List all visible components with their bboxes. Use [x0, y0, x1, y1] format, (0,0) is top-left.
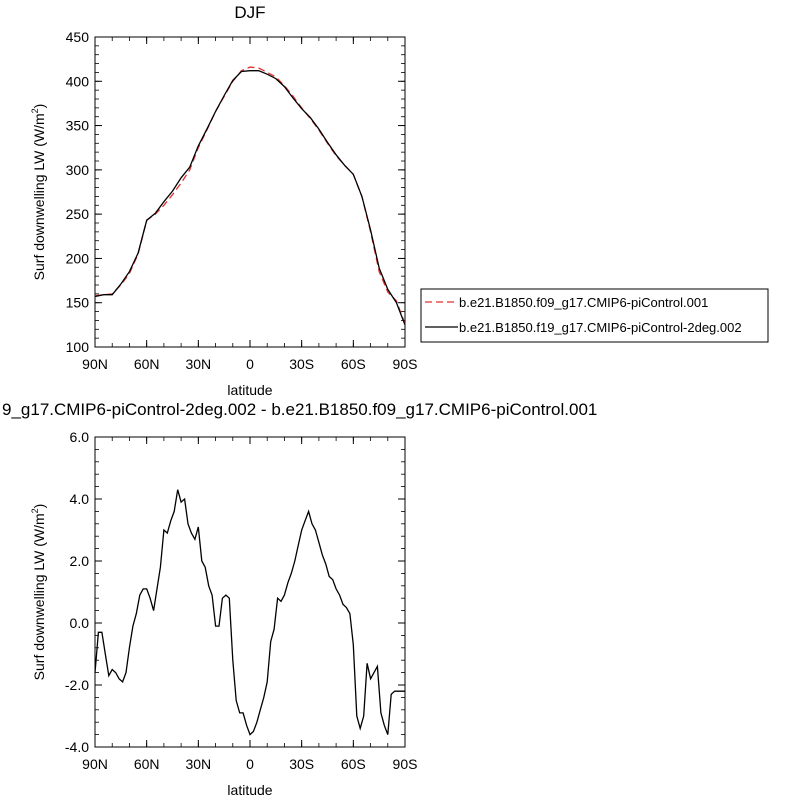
top-chart-ylabel: Surf downwelling LW (W/m2)	[30, 104, 47, 281]
x-tick-label: 90S	[393, 756, 418, 772]
x-tick-label: 30N	[185, 356, 211, 372]
top-chart-ylabel-text: Surf downwelling LW (W/m	[31, 113, 47, 280]
bottom-chart-ylabel: Surf downwelling LW (W/m2)	[30, 504, 47, 681]
x-tick-label: 60S	[341, 756, 366, 772]
bottom-chart-panel: 9_g17.CMIP6-piControl-2deg.002 - b.e21.B…	[2, 400, 597, 798]
top-chart-ylabel-close: )	[31, 104, 47, 109]
x-tick-label: 90N	[82, 356, 108, 372]
y-tick-label: 300	[66, 162, 90, 178]
legend: b.e21.B1850.f09_g17.CMIP6-piControl.001 …	[420, 288, 769, 343]
top-chart-xlabel: latitude	[227, 382, 272, 398]
series-line-1	[94, 66, 406, 325]
x-tick-label: 60N	[134, 756, 160, 772]
y-tick-label: -2.0	[65, 677, 89, 693]
x-tick-label: 90N	[82, 756, 108, 772]
top-chart-panel: DJF 90N 60N 30N 0 30S 60S 90S 100 150 200 250 300 35…	[30, 3, 769, 398]
legend-box	[420, 288, 769, 343]
y-tick-label: 2.0	[70, 553, 90, 569]
y-tick-label: 450	[66, 29, 90, 45]
top-chart-ticks: 90N 60N 30N 0 30S 60S 90S 100 150 200 250 300 350 400…	[66, 29, 418, 372]
bottom-chart-ylabel-text: Surf downwelling LW (W/m	[31, 513, 47, 680]
bottom-chart-series	[94, 489, 405, 736]
series-line-1	[94, 489, 405, 736]
top-chart-ylabel-sup: 2	[30, 108, 40, 113]
y-tick-label: 250	[66, 206, 90, 222]
y-tick-label: 400	[66, 73, 90, 89]
x-tick-label: 30S	[289, 356, 314, 372]
series-line-2	[94, 70, 406, 326]
y-tick-label: 0.0	[70, 615, 90, 631]
x-tick-label: 60N	[134, 356, 160, 372]
top-chart-title: DJF	[234, 3, 265, 22]
bottom-chart-xlabel: latitude	[227, 782, 272, 798]
y-tick-label: 4.0	[70, 491, 90, 507]
x-tick-label: 30S	[289, 756, 314, 772]
y-tick-label: 6.0	[70, 429, 90, 445]
x-tick-label: 60S	[341, 356, 366, 372]
x-tick-label: 30N	[185, 756, 211, 772]
bottom-chart-title: 9_g17.CMIP6-piControl-2deg.002 - b.e21.B…	[2, 400, 597, 419]
top-chart-plot-area	[94, 36, 406, 348]
y-tick-label: -4.0	[65, 739, 89, 755]
x-tick-label: 0	[246, 356, 254, 372]
top-chart-series	[94, 66, 406, 326]
y-tick-label: 350	[66, 118, 90, 134]
x-tick-label: 0	[246, 756, 254, 772]
y-tick-label: 200	[66, 250, 90, 266]
bottom-chart-ticks: 90N 60N 30N 0 30S 60S 90S -4.0 -2.0 0.0 2.0 4.0 6.0	[65, 429, 418, 772]
legend-label-series-1: b.e21.B1850.f09_g17.CMIP6-piControl.001	[459, 295, 708, 310]
bottom-chart-ylabel-close: )	[31, 504, 47, 509]
x-tick-label: 90S	[393, 356, 418, 372]
legend-label-series-2: b.e21.B1850.f19_g17.CMIP6-piControl-2deg…	[459, 320, 742, 335]
bottom-chart-ylabel-sup: 2	[30, 508, 40, 513]
y-tick-label: 100	[66, 339, 90, 355]
y-tick-label: 150	[66, 295, 90, 311]
